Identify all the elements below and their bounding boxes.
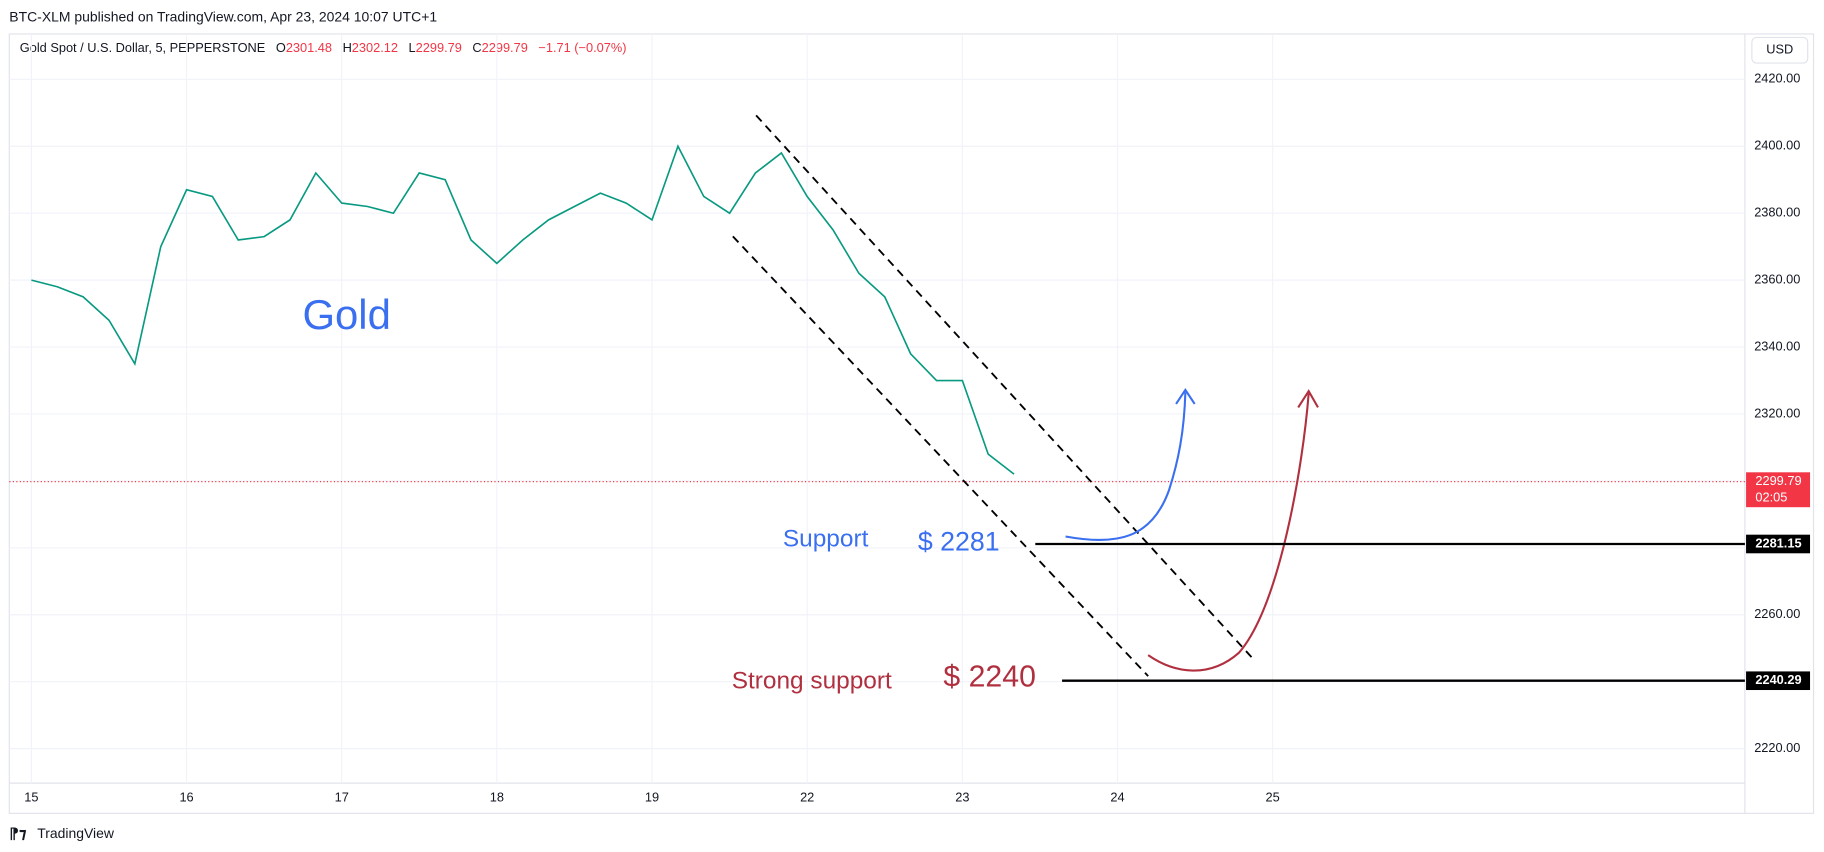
x-tick-label: 24 [1110,790,1124,805]
x-tick-label: 23 [955,790,969,805]
ohlc-label: L [409,40,416,55]
price-line [31,144,1015,475]
ohlc-value: 2299.79 [482,40,528,55]
x-tick-label: 22 [800,790,814,805]
brand: TradingView [37,825,115,841]
annotation: Support [783,525,869,552]
arrow-up-blue [1065,392,1187,542]
y-tick-label: 2400.00 [1754,138,1800,153]
ohlc-value: 2302.12 [352,40,398,55]
channel-lower [732,235,1149,677]
level-label: 2240.29 [1755,672,1801,687]
x-tick-label: 25 [1266,790,1280,805]
x-tick-label: 17 [335,790,349,805]
currency[interactable]: USD [1766,42,1793,57]
last-price-label: 2299.79 [1755,473,1801,488]
channel-upper [755,114,1255,661]
change: −1.71 (−0.07%) [538,40,626,55]
ohlc-label: H [343,40,352,55]
arrow-head [1297,389,1319,408]
x-tick-label: 16 [179,790,193,805]
y-tick-label: 2340.00 [1754,338,1800,353]
annotation: Gold [302,291,390,338]
y-tick-label: 2220.00 [1754,740,1800,755]
y-tick-label: 2260.00 [1754,606,1800,621]
ohlc-value: 2301.48 [286,40,332,55]
annotation: Strong support [732,667,892,694]
x-tick-label: 19 [645,790,659,805]
ohlc-label: C [472,40,481,55]
legend: Gold Spot / U.S. Dollar, 5, PEPPERSTONE … [20,40,627,55]
brand-logo: ⁋⁊ [9,825,27,842]
ohlc-label: O [276,40,286,55]
x-tick-label: 18 [490,790,504,805]
currency-button[interactable] [1751,36,1809,64]
annotation: $ 2240 [943,660,1035,693]
y-tick-label: 2360.00 [1754,271,1800,286]
header: BTC-XLM published on TradingView.com, Ap… [9,8,437,24]
arrow-up-red [1147,393,1310,672]
symbol-title: Gold Spot / U.S. Dollar, 5, PEPPERSTONE [20,40,266,55]
y-tick-label: 2320.00 [1754,405,1800,420]
ohlc-value: 2299.79 [416,40,462,55]
level-label-box [1746,534,1811,554]
countdown: 02:05 [1755,489,1787,504]
chart-frame [8,33,1815,814]
level-label-box [1746,671,1811,691]
y-tick-label: 2420.00 [1754,71,1800,86]
last-price-box [1746,472,1811,508]
x-tick-label: 15 [24,790,38,805]
level-label: 2281.15 [1755,535,1801,550]
annotation: $ 2281 [918,527,1000,557]
y-tick-label: 2380.00 [1754,205,1800,220]
arrow-head [1175,388,1196,405]
